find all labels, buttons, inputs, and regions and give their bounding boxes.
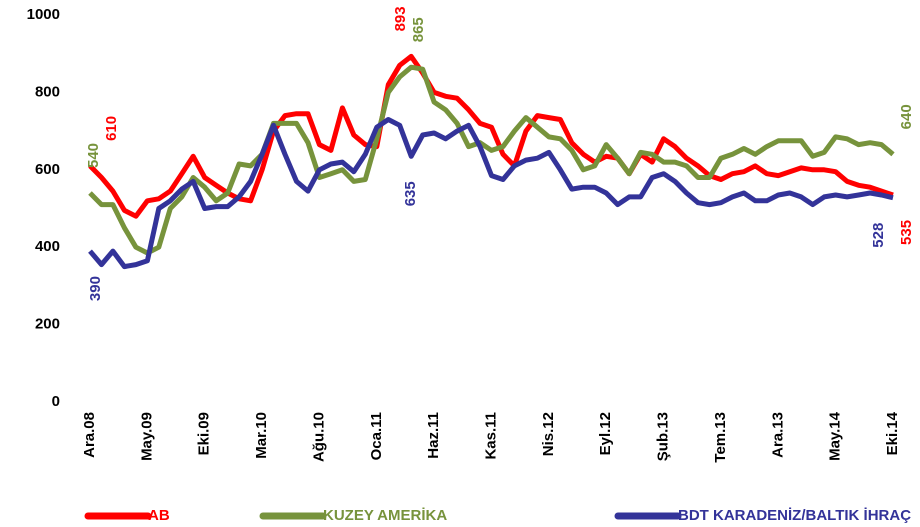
data-label: 893 [392,6,409,31]
series-line [88,117,894,270]
legend-label: KUZEY AMERİKA [323,507,447,524]
x-tick-label: Eki.09 [196,412,213,455]
x-tick-label: May.14 [827,411,844,461]
x-tick-label: Haz.11 [425,412,442,459]
y-tick-label: 200 [35,316,60,333]
x-tick-label: Şub.13 [655,412,672,461]
y-tick-label: 800 [35,83,60,100]
data-label: 640 [898,104,915,129]
x-tick-label: Ağu.10 [310,412,327,462]
legend-label: BDT KARADENİZ/BALTIK İHRAÇ [678,507,911,524]
y-tick-label: 400 [35,238,60,255]
legend-label: AB [148,507,170,524]
x-tick-label: May.09 [138,412,155,461]
x-tick-label: Eki.14 [884,411,901,455]
y-tick-label: 1000 [27,6,60,23]
data-label: 635 [402,181,419,206]
y-tick-label: 600 [35,161,60,178]
x-tick-label: Mar.10 [253,412,270,459]
series-line [88,53,894,219]
data-label: 535 [898,220,915,245]
x-tick-label: Ara.08 [81,412,98,458]
data-label: 865 [410,17,427,42]
y-tick-label: 0 [52,393,60,410]
x-tick-label: Eyl.12 [597,412,614,455]
data-label: 610 [103,116,120,141]
data-label: 390 [87,276,104,301]
x-tick-label: Ara.13 [769,412,786,458]
x-tick-label: Nis.12 [540,412,557,456]
x-tick-label: Kas.11 [482,412,499,460]
x-tick-label: Tem.13 [712,412,729,463]
data-label: 540 [85,143,102,168]
series-line [88,64,895,256]
x-tick-label: Oca.11 [368,412,385,460]
data-label: 528 [870,223,887,248]
